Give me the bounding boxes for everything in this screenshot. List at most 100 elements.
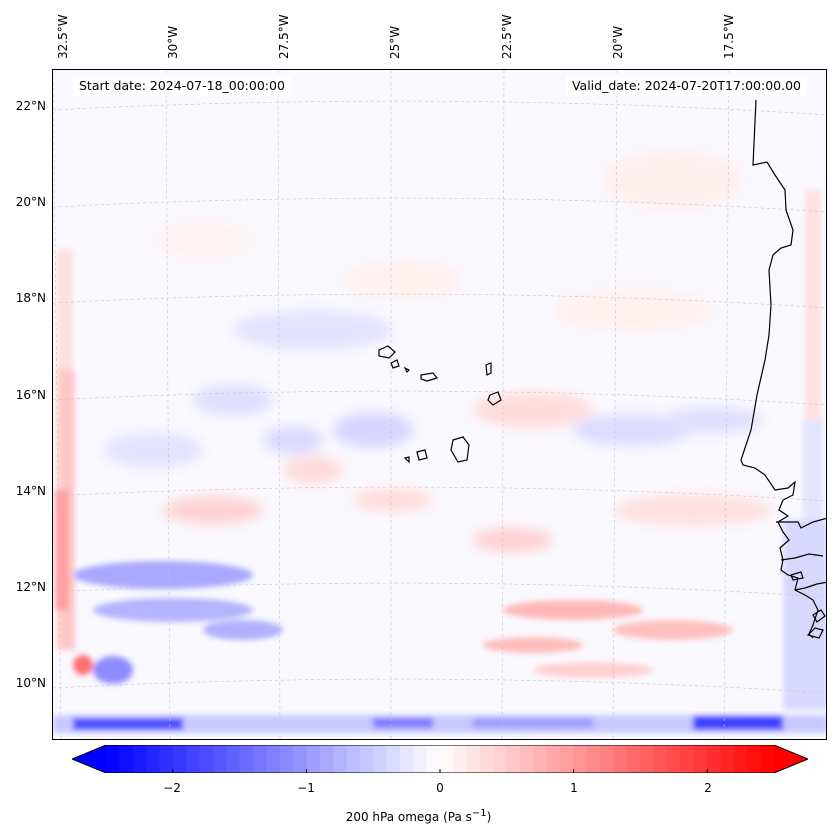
map-panel — [52, 69, 827, 740]
colorbar-level — [293, 745, 307, 773]
colorbar-level — [747, 745, 762, 773]
santiago — [450, 436, 470, 463]
colorbar-level — [212, 745, 227, 773]
colorbar-level — [640, 745, 655, 773]
colorbar-level — [346, 745, 361, 773]
bijagos-island-1 — [806, 627, 824, 639]
upper-weak-field — [153, 150, 743, 332]
mid-latitude-structures — [103, 310, 773, 552]
colorbar-level — [186, 745, 201, 773]
colorbar-level — [413, 745, 428, 773]
colorbar-tick-0: 0 — [436, 781, 444, 795]
colorbar-level — [306, 745, 321, 773]
colorbar-level — [533, 745, 548, 773]
brava — [403, 456, 410, 464]
colorbar-level — [426, 745, 441, 773]
colorbar-level — [333, 745, 348, 773]
colorbar-level — [440, 745, 454, 773]
colorbar-level — [386, 745, 401, 773]
graticule — [53, 70, 826, 739]
colorbar-level — [119, 745, 134, 773]
colorbar-level — [146, 745, 161, 773]
colorbar-level — [613, 745, 628, 773]
sal — [485, 362, 492, 376]
colorbar-tick-2: 2 — [704, 781, 712, 795]
coastlines — [740, 99, 826, 639]
lon-label-27-5w: 27.5°W — [277, 14, 291, 59]
bottom-edge-field — [53, 715, 826, 733]
start-date-label: Start date: 2024-07-18_00:00:00 — [73, 76, 291, 96]
colorbar-level — [106, 745, 120, 773]
colorbar-tick-neg1: −1 — [297, 781, 315, 795]
colorbar-level — [466, 745, 481, 773]
colorbar-tick-1: 1 — [570, 781, 578, 795]
colorbar-level — [359, 745, 374, 773]
boa-vista — [487, 391, 502, 406]
left-edge-field — [55, 250, 75, 650]
lat-label-10n: 10°N — [15, 676, 46, 690]
colorbar-level — [266, 745, 281, 773]
colorbar-level — [199, 745, 214, 773]
lon-label-25w: 25°W — [388, 25, 402, 59]
fogo — [416, 449, 428, 461]
colorbar-level — [653, 745, 668, 773]
colorbar-level — [600, 745, 615, 773]
gambia-coast — [776, 517, 826, 529]
colorbar-level — [680, 745, 695, 773]
africa-coast — [740, 99, 819, 639]
lat-label-12n: 12°N — [15, 580, 46, 594]
lat-label-22n: 22°N — [15, 99, 46, 113]
colorbar-level — [132, 745, 147, 773]
colorbar-level — [480, 745, 495, 773]
colorbar-level — [226, 745, 241, 773]
colorbar-extend-max — [774, 745, 808, 773]
colorbar-level — [733, 745, 748, 773]
bijagos-island-2 — [812, 609, 826, 623]
colorbar-level — [373, 745, 388, 773]
sao-vicente — [390, 359, 400, 369]
lat-label-14n: 14°N — [15, 484, 46, 498]
colorbar-level — [667, 745, 682, 773]
colorbar-level — [399, 745, 414, 773]
santa-luzia — [403, 366, 411, 374]
colorbar-level — [239, 745, 254, 773]
guinea-bissau-coast — [794, 581, 826, 591]
lon-label-22-5w: 22.5°W — [500, 14, 514, 59]
colorbar-level — [493, 745, 508, 773]
colorbar-level — [453, 745, 468, 773]
colorbar-level — [560, 745, 575, 773]
lat-label-20n: 20°N — [15, 195, 46, 209]
bissau-island — [790, 571, 804, 581]
colorbar-tick-neg2: −2 — [163, 781, 181, 795]
colorbar-level — [159, 745, 174, 773]
colorbar-level — [707, 745, 722, 773]
right-edge-field — [783, 190, 826, 710]
colorbar-level — [693, 745, 708, 773]
omega-field-map — [53, 70, 826, 739]
colorbar-level — [520, 745, 535, 773]
sao-nicolau — [420, 372, 439, 382]
lon-label-32-5w: 32.5°W — [56, 14, 70, 59]
lat-label-18n: 18°N — [15, 291, 46, 305]
colorbar-level — [252, 745, 267, 773]
cape-verde-islands — [378, 345, 502, 464]
lat-label-16n: 16°N — [15, 388, 46, 402]
colorbar-level — [546, 745, 561, 773]
lon-label-20w: 20°W — [611, 25, 625, 59]
colorbar-level — [627, 745, 641, 773]
colorbar-level — [172, 745, 187, 773]
colorbar-level — [319, 745, 334, 773]
valid-date-label: Valid_date: 2024-07-20T17:00:00.00 — [565, 76, 807, 96]
colorbar-label: 200 hPa omega (Pa s−1) — [345, 808, 492, 824]
colorbar-level — [586, 745, 601, 773]
colorbar-level — [279, 745, 294, 773]
southern-structures — [73, 561, 733, 684]
colorbar-level — [720, 745, 735, 773]
lon-label-30w: 30°W — [166, 25, 180, 59]
senegal-border-coast — [780, 553, 824, 561]
santo-antao — [378, 345, 396, 359]
colorbar-level — [506, 745, 521, 773]
colorbar-level — [760, 745, 775, 773]
colorbar-level — [573, 745, 588, 773]
colorbar — [72, 745, 808, 773]
